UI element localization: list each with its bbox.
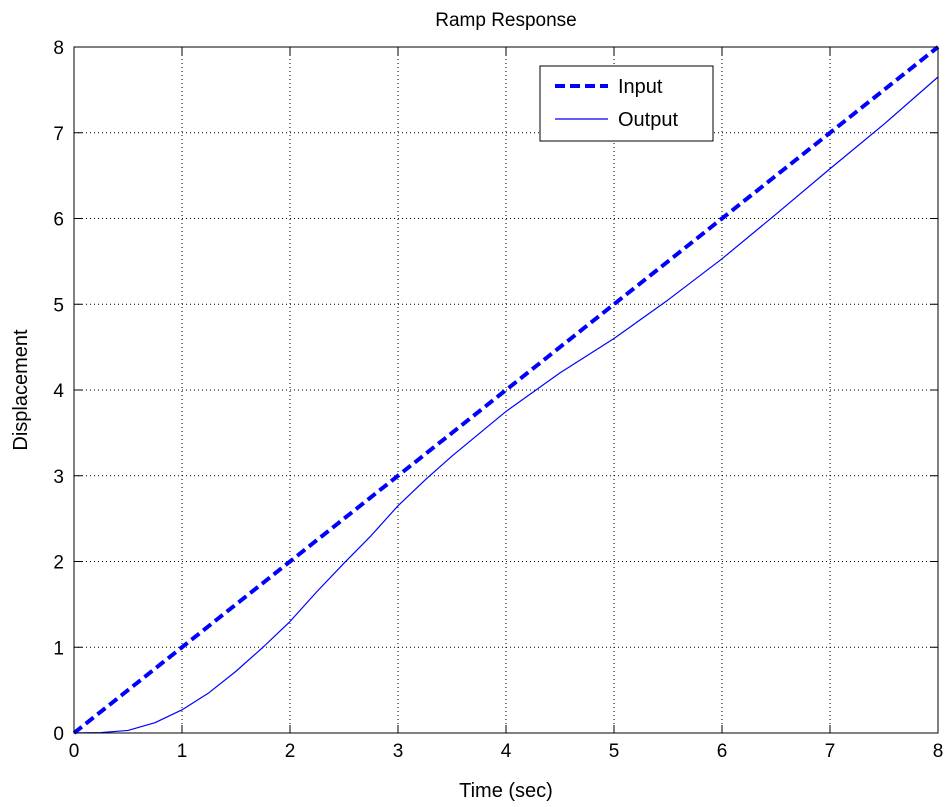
y-tick-label: 1 [53,638,64,659]
series-line-input [72,45,940,735]
y-tick-label: 7 [53,124,64,145]
ticks: 0 1 2 3 4 5 6 7 8 0 1 2 3 4 5 6 7 8 [53,38,943,762]
x-tick-label: 2 [285,741,296,762]
y-axis-label: Displacement [10,329,32,451]
series-layer [72,45,940,735]
x-tick-label: 8 [933,741,944,762]
legend: Input Output [539,65,714,142]
series-line-output [73,76,939,734]
y-tick-label: 5 [53,295,64,316]
legend-box [539,65,714,142]
x-tick-label: 5 [609,741,620,762]
grid [74,47,938,733]
x-tick-label: 1 [177,741,188,762]
y-tick-label: 2 [53,553,64,574]
y-tick-label: 0 [53,724,64,745]
y-tick-label: 3 [53,467,64,488]
chart-title: Ramp Response [435,10,577,31]
legend-label-input: Input [618,76,663,98]
x-tick-label: 0 [69,741,80,762]
x-tick-label: 3 [393,741,404,762]
y-tick-label: 8 [53,38,64,59]
y-tick-label: 4 [53,381,64,402]
x-tick-label: 4 [501,741,512,762]
legend-label-output: Output [618,109,678,131]
y-tick-label: 6 [53,210,64,231]
x-tick-label: 7 [825,741,836,762]
x-tick-label: 6 [717,741,728,762]
x-axis-label: Time (sec) [459,780,553,802]
